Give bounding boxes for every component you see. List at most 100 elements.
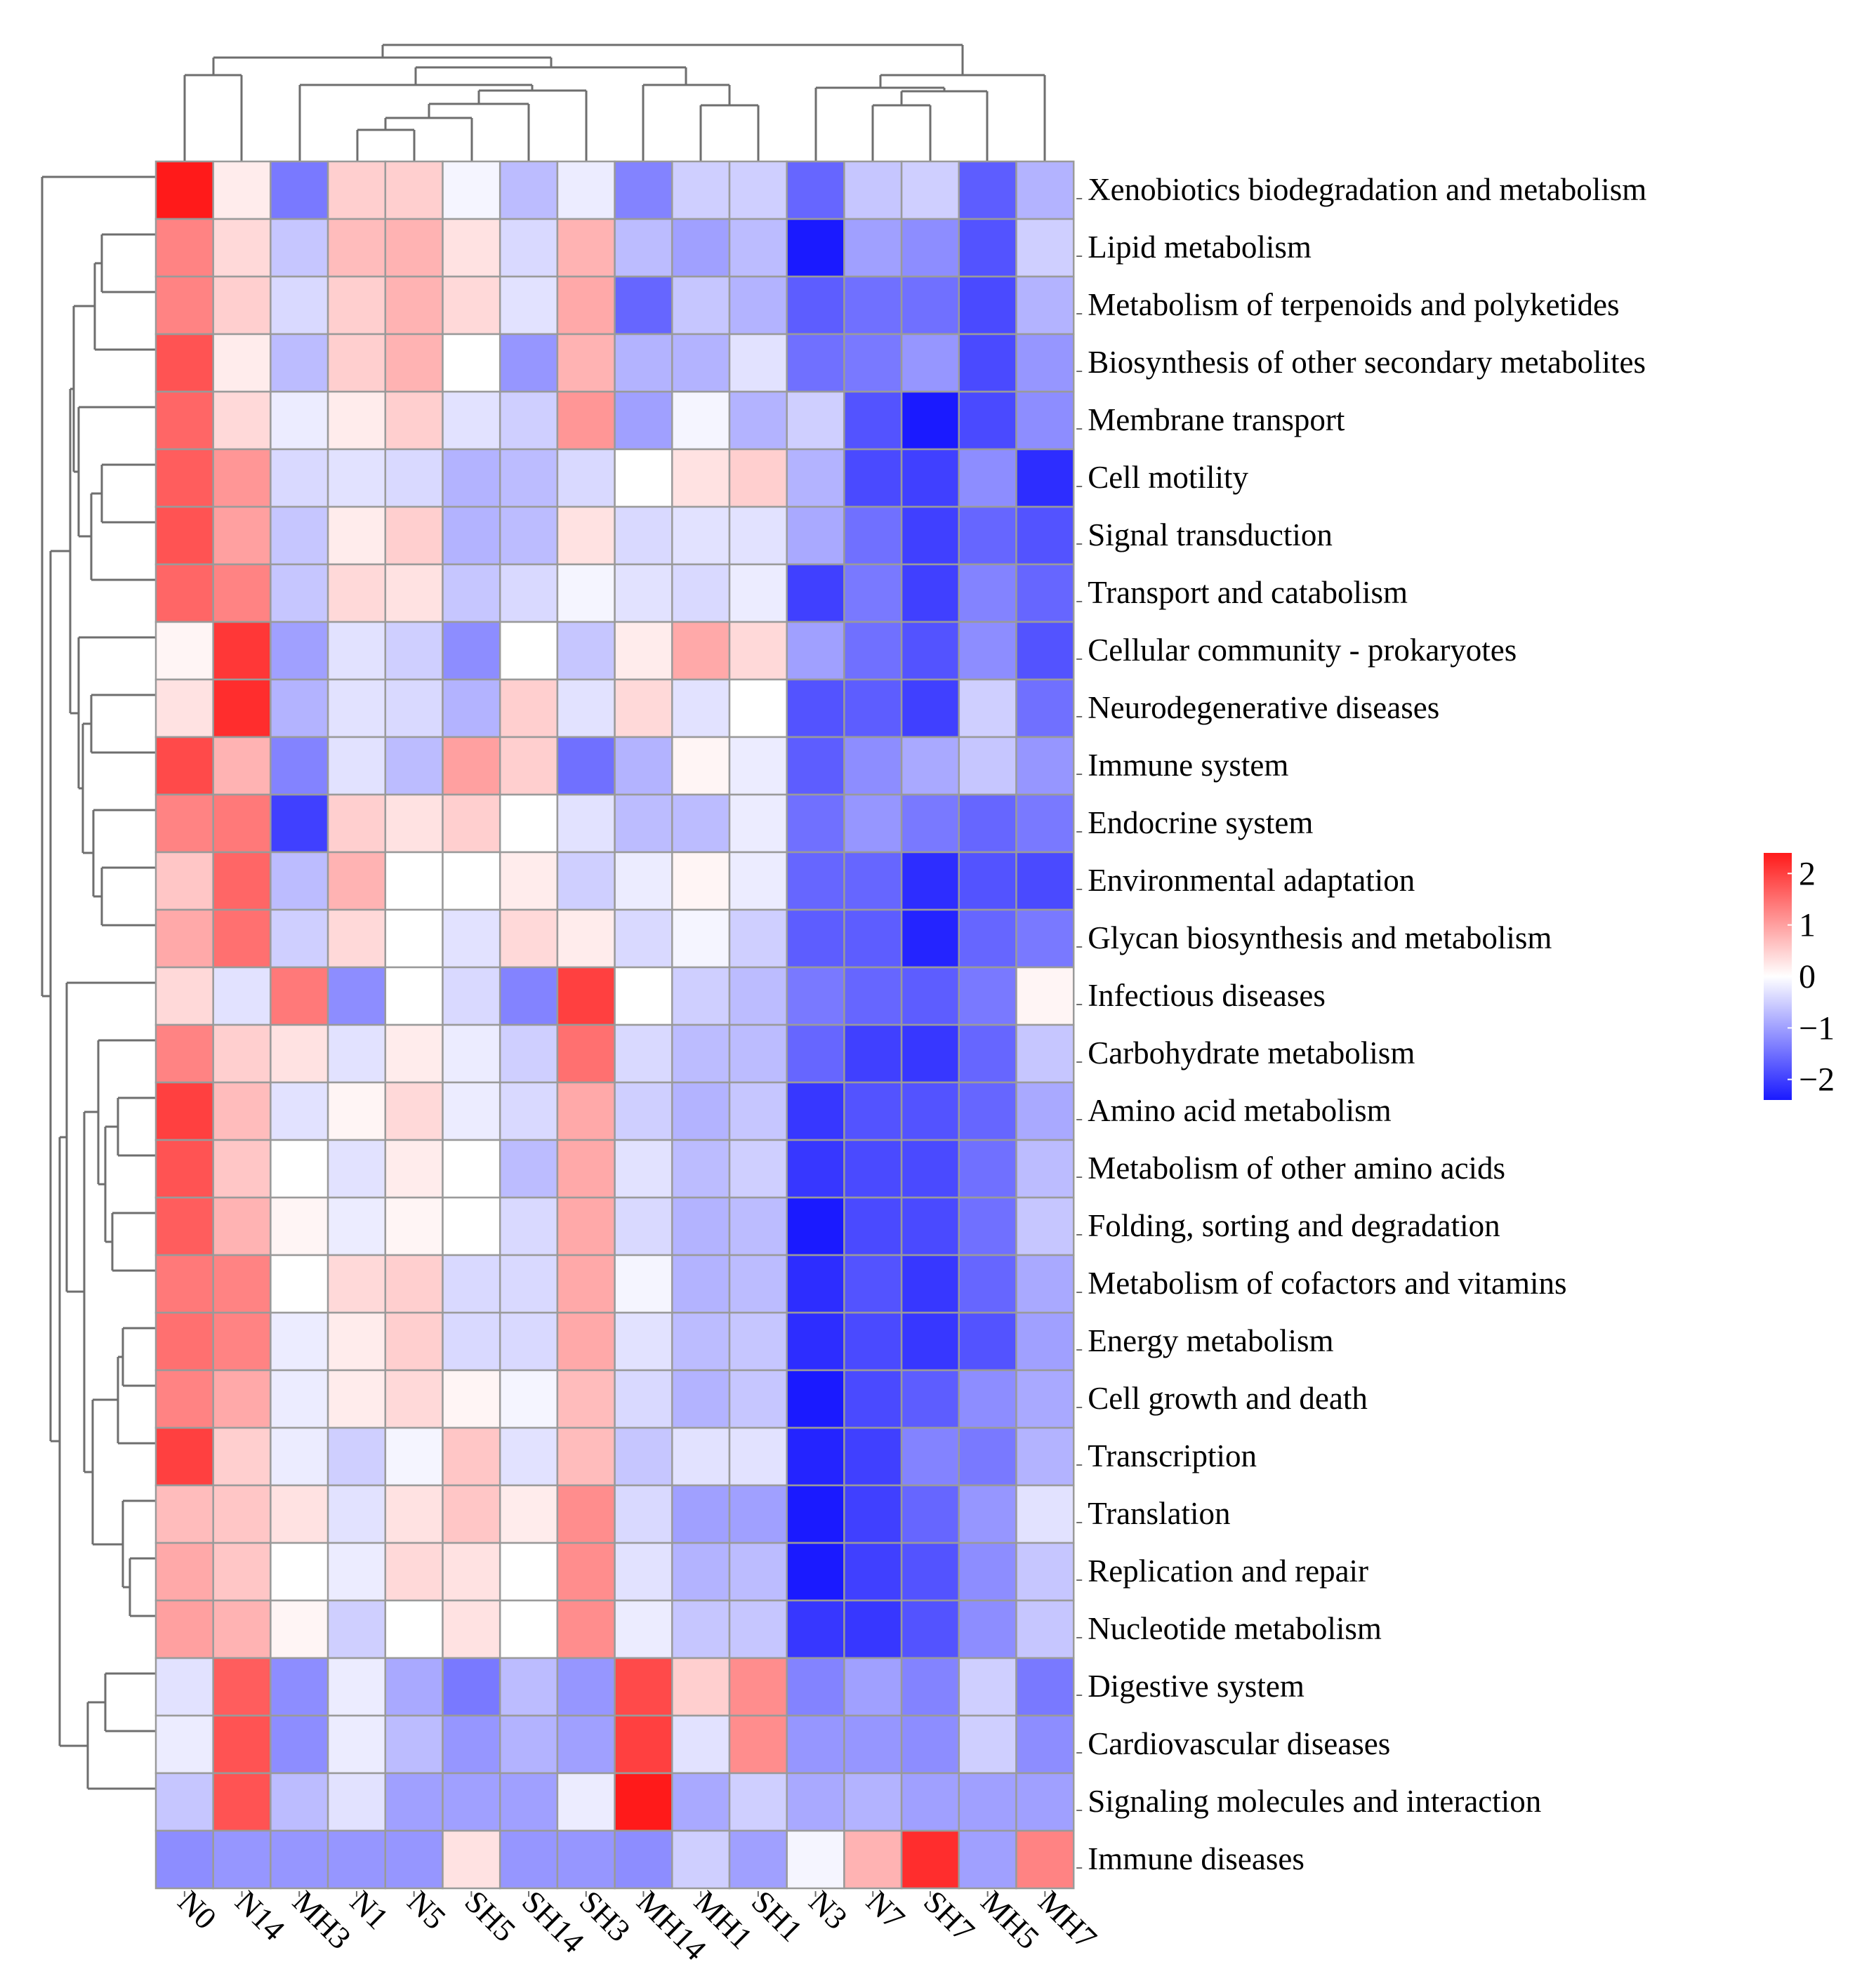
column-label-mh5: MH5	[975, 1884, 1047, 1956]
row-label-biosynthesis-of-other-secondary-metabolites: Biosynthesis of other secondary metaboli…	[1088, 345, 1646, 380]
heatmap-cell-lipid-metabolism-n7	[843, 218, 903, 278]
heatmap-cell-cardiovascular-diseases-n0	[154, 1714, 214, 1775]
heatmap-cell-cell-growth-and-death-n3	[786, 1369, 845, 1429]
heatmap-cell-membrane-transport-sh5	[442, 390, 501, 451]
heatmap-cell-lipid-metabolism-mh5	[958, 218, 1017, 278]
row-label-metabolism-of-cofactors-and-vitamins: Metabolism of cofactors and vitamins	[1088, 1266, 1566, 1301]
heatmap-cell-endocrine-system-mh1	[671, 793, 731, 854]
heatmap-cell-transcription-sh5	[442, 1426, 501, 1487]
heatmap-cell-cellular-community-prokaryotes-n7	[843, 621, 903, 681]
color-legend-bar	[1764, 853, 1792, 1100]
heatmap-cell-environmental-adaptation-n14	[212, 851, 272, 911]
heatmap-cell-neurodegenerative-diseases-mh3	[270, 678, 329, 738]
heatmap-cell-metabolism-of-other-amino-acids-sh3	[556, 1139, 616, 1199]
heatmap-cell-endocrine-system-n3	[786, 793, 845, 854]
heatmap-cell-xenobiotics-biodegradation-and-metabolism-mh7	[1015, 160, 1075, 220]
row-label-glycan-biosynthesis-and-metabolism: Glycan biosynthesis and metabolism	[1088, 920, 1552, 955]
row-label-energy-metabolism: Energy metabolism	[1088, 1323, 1333, 1358]
heatmap-cell-signaling-molecules-and-interaction-sh5	[442, 1772, 501, 1832]
heatmap-cell-cardiovascular-diseases-mh5	[958, 1714, 1017, 1775]
heatmap-cell-biosynthesis-of-other-secondary-metabolites-mh1	[671, 333, 731, 393]
heatmap-cell-glycan-biosynthesis-and-metabolism-n0	[154, 908, 214, 969]
heatmap-cell-endocrine-system-sh7	[900, 793, 960, 854]
heatmap-cell-membrane-transport-mh3	[270, 390, 329, 451]
heatmap-cell-amino-acid-metabolism-mh5	[958, 1081, 1017, 1141]
heatmap-cell-cardiovascular-diseases-sh14	[498, 1714, 559, 1775]
heatmap-cell-xenobiotics-biodegradation-and-metabolism-sh3	[556, 160, 616, 220]
heatmap-cell-nucleotide-metabolism-n5	[384, 1599, 444, 1659]
heatmap-cell-carbohydrate-metabolism-n1	[326, 1023, 387, 1084]
heatmap-cell-transcription-sh3	[556, 1426, 616, 1487]
heatmap-cell-signaling-molecules-and-interaction-n14	[212, 1772, 272, 1832]
heatmap-cell-energy-metabolism-mh14	[614, 1311, 673, 1372]
heatmap-cell-cell-motility-mh1	[671, 448, 731, 508]
heatmap-cell-metabolism-of-terpenoids-and-polyketides-mh3	[270, 275, 329, 336]
heatmap-cell-cell-growth-and-death-mh7	[1015, 1369, 1075, 1429]
row-label-cardiovascular-diseases: Cardiovascular diseases	[1088, 1726, 1390, 1761]
column-label-n7: N7	[859, 1884, 911, 1936]
heatmap-cell-folding-sorting-and-degradation-n7	[843, 1196, 903, 1257]
heatmap-cell-signal-transduction-sh1	[728, 505, 788, 566]
row-label-metabolism-of-other-amino-acids: Metabolism of other amino acids	[1088, 1151, 1505, 1186]
heatmap-cell-biosynthesis-of-other-secondary-metabolites-sh5	[442, 333, 501, 393]
heatmap-cell-energy-metabolism-n0	[154, 1311, 214, 1372]
heatmap-cell-energy-metabolism-n7	[843, 1311, 903, 1372]
heatmap-cell-replication-and-repair-sh5	[442, 1542, 501, 1602]
heatmap-cell-cardiovascular-diseases-n1	[326, 1714, 387, 1775]
heatmap-cell-transport-and-catabolism-mh7	[1015, 563, 1075, 623]
heatmap-cell-biosynthesis-of-other-secondary-metabolites-n5	[384, 333, 444, 393]
heatmap-cell-metabolism-of-cofactors-and-vitamins-sh3	[556, 1254, 616, 1314]
heatmap-cell-nucleotide-metabolism-n7	[843, 1599, 903, 1659]
heatmap-cell-transcription-sh7	[900, 1426, 960, 1487]
heatmap-cell-endocrine-system-mh14	[614, 793, 673, 854]
heatmap-cell-membrane-transport-n1	[326, 390, 387, 451]
heatmap-cell-environmental-adaptation-mh5	[958, 851, 1017, 911]
heatmap-cell-replication-and-repair-n0	[154, 1542, 214, 1602]
heatmap-cell-replication-and-repair-mh5	[958, 1542, 1017, 1602]
heatmap-cell-cardiovascular-diseases-mh14	[614, 1714, 673, 1775]
heatmap-cell-cardiovascular-diseases-mh3	[270, 1714, 329, 1775]
heatmap-cell-transport-and-catabolism-sh14	[498, 563, 559, 623]
heatmap-cell-replication-and-repair-n14	[212, 1542, 272, 1602]
heatmap-cell-endocrine-system-n7	[843, 793, 903, 854]
heatmap-cell-xenobiotics-biodegradation-and-metabolism-n14	[212, 160, 272, 220]
heatmap-cell-neurodegenerative-diseases-sh7	[900, 678, 960, 738]
heatmap-cell-folding-sorting-and-degradation-sh7	[900, 1196, 960, 1257]
heatmap-cell-metabolism-of-terpenoids-and-polyketides-n1	[326, 275, 387, 336]
row-label-nucleotide-metabolism: Nucleotide metabolism	[1088, 1611, 1382, 1646]
heatmap-cell-immune-system-n14	[212, 736, 272, 796]
heatmap-cell-immune-system-sh1	[728, 736, 788, 796]
heatmap-cell-cellular-community-prokaryotes-sh14	[498, 621, 559, 681]
heatmap-cell-immune-diseases-n5	[384, 1829, 444, 1890]
heatmap-cell-transport-and-catabolism-n0	[154, 563, 214, 623]
heatmap-cell-translation-n1	[326, 1484, 387, 1544]
heatmap-cell-signaling-molecules-and-interaction-n3	[786, 1772, 845, 1832]
heatmap-cell-biosynthesis-of-other-secondary-metabolites-mh3	[270, 333, 329, 393]
heatmap-cell-transport-and-catabolism-n5	[384, 563, 444, 623]
heatmap-cell-metabolism-of-cofactors-and-vitamins-n3	[786, 1254, 845, 1314]
heatmap-cell-digestive-system-mh14	[614, 1657, 673, 1717]
heatmap-cell-cell-growth-and-death-n7	[843, 1369, 903, 1429]
legend-tick-label: 1	[1799, 907, 1816, 944]
heatmap-cell-carbohydrate-metabolism-mh14	[614, 1023, 673, 1084]
heatmap-cell-endocrine-system-mh7	[1015, 793, 1075, 854]
row-label-signal-transduction: Signal transduction	[1088, 517, 1333, 552]
heatmap-cell-environmental-adaptation-sh7	[900, 851, 960, 911]
heatmap-cell-nucleotide-metabolism-n3	[786, 1599, 845, 1659]
heatmap-cell-immune-system-mh7	[1015, 736, 1075, 796]
column-label-sh14: SH14	[515, 1884, 591, 1960]
heatmap-cell-digestive-system-n0	[154, 1657, 214, 1717]
heatmap-cell-translation-n3	[786, 1484, 845, 1544]
heatmap-cell-metabolism-of-terpenoids-and-polyketides-n0	[154, 275, 214, 336]
heatmap-cell-carbohydrate-metabolism-mh5	[958, 1023, 1017, 1084]
heatmap-cell-lipid-metabolism-mh1	[671, 218, 731, 278]
heatmap-cell-amino-acid-metabolism-n5	[384, 1081, 444, 1141]
heatmap-cell-cellular-community-prokaryotes-mh14	[614, 621, 673, 681]
heatmap-cell-energy-metabolism-mh1	[671, 1311, 731, 1372]
heatmap-cells	[154, 160, 1075, 1890]
heatmap-cell-energy-metabolism-sh3	[556, 1311, 616, 1372]
heatmap-cell-xenobiotics-biodegradation-and-metabolism-n0	[154, 160, 214, 220]
heatmap-cell-metabolism-of-terpenoids-and-polyketides-mh7	[1015, 275, 1075, 336]
heatmap-cell-translation-sh7	[900, 1484, 960, 1544]
row-label-transcription: Transcription	[1088, 1438, 1257, 1473]
